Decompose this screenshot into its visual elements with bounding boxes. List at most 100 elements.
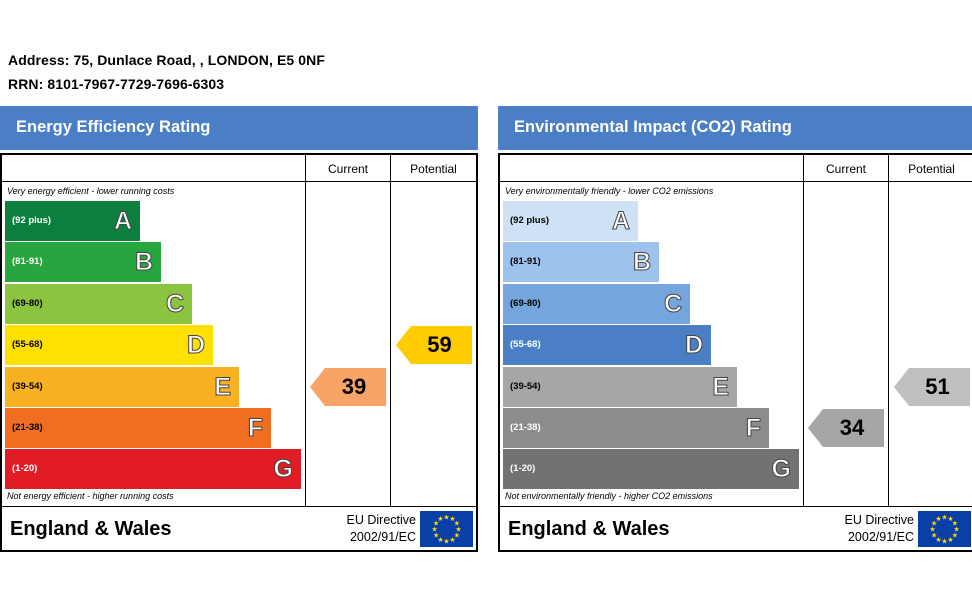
svg-text:★: ★ — [931, 532, 937, 540]
band-letter: G — [273, 455, 293, 484]
footer-region-label: England & Wales — [10, 518, 172, 540]
band-range-label: (69-80) — [12, 297, 43, 309]
band-range-label: (1-20) — [12, 463, 38, 475]
band-range-label: (21-38) — [12, 422, 43, 433]
rating-frame: Current Potential Very environmentally fri… — [498, 153, 972, 552]
band-letter: C — [663, 289, 682, 318]
current-column-divider — [305, 155, 306, 507]
band-range-label: (1-20) — [510, 463, 536, 475]
band-letter: A — [611, 207, 630, 236]
potential-column-header: Potential — [908, 162, 955, 176]
current-rating-arrow-shape — [808, 409, 884, 447]
rating-band-c: (69-80) C — [503, 283, 690, 324]
potential-column-divider — [390, 155, 391, 507]
environmental-impact-panel: Environmental Impact (CO2) Rating Current… — [498, 106, 972, 554]
rating-band-f: (21-38) F — [5, 408, 271, 448]
svg-text:★: ★ — [454, 532, 460, 540]
rating-band-f: (21-38) F — [503, 408, 769, 448]
rating-band-a: (92 plus) A — [5, 201, 140, 241]
band-range-label: (55-68) — [12, 339, 43, 351]
band-range-label: (81-91) — [12, 256, 43, 268]
top-caption: Very environmentally friendly - lower CO… — [505, 186, 714, 196]
bottom-caption: Not environmentally friendly - higher CO… — [505, 491, 713, 501]
current-rating-arrow: 39 — [310, 367, 386, 406]
svg-text:★: ★ — [433, 532, 439, 540]
potential-rating-arrow: 59 — [395, 326, 472, 365]
current-column-header: Current — [327, 162, 368, 176]
rating-band-d: (55-68) D — [503, 325, 711, 366]
band-letter: E — [214, 372, 232, 401]
rating-band-a: (92 plus) A — [503, 201, 638, 241]
current-rating-arrow: 34 — [808, 409, 884, 447]
svg-text:★: ★ — [929, 526, 935, 534]
svg-text:★: ★ — [449, 536, 455, 544]
eu-directive-number: 2002/91/EC — [349, 530, 416, 544]
svg-text:★: ★ — [455, 526, 461, 534]
svg-text:★: ★ — [443, 538, 449, 546]
current-rating-arrow-value: 39 — [341, 373, 367, 399]
rating-band-e: (39-54) E — [503, 366, 737, 407]
header-row-divider — [500, 181, 972, 182]
address-line: Address: 75, Dunlace Road, , LONDON, E5 … — [8, 52, 326, 68]
band-range-label: (92 plus) — [510, 215, 550, 226]
band-letter: B — [134, 248, 153, 277]
svg-text:★: ★ — [443, 514, 449, 522]
svg-text:★: ★ — [454, 520, 460, 528]
rating-band-g: (1-20) G — [503, 449, 799, 490]
eu-directive-line: EU Directive — [346, 513, 416, 527]
eu-flag-icon: ★ ★ ★ ★ ★ ★ ★ ★ ★ ★ ★ ★ — [420, 511, 473, 547]
svg-text:★: ★ — [935, 515, 941, 523]
current-rating-arrow-shape — [310, 367, 386, 406]
footer-divider — [500, 506, 972, 507]
band-letter: F — [745, 414, 761, 443]
rating-band-e: (39-54) E — [5, 366, 239, 407]
rating-band-b: (81-91) B — [503, 242, 659, 283]
potential-rating-arrow-shape — [395, 326, 472, 365]
band-letter: A — [113, 207, 132, 236]
rating-band-c: (69-80) C — [5, 283, 192, 324]
eu-stars-icon: ★★★★★★★★★ ★ ★★ — [929, 514, 959, 546]
svg-text:★: ★ — [431, 526, 437, 534]
eu-stars-icon: ★★★★★★★★★ ★ ★★ — [431, 514, 461, 546]
eu-directive-label: EU Directive 2002/91/EC — [845, 512, 914, 546]
energy-efficiency-panel: Energy Efficiency Rating Current Potential… — [0, 106, 478, 554]
svg-text:★: ★ — [947, 515, 953, 523]
band-range-label: (39-54) — [510, 380, 541, 392]
svg-text:★: ★ — [952, 520, 958, 528]
band-letter: B — [632, 248, 651, 277]
potential-column-divider — [888, 155, 889, 507]
band-letter: G — [771, 455, 791, 484]
potential-column-header: Potential — [410, 162, 457, 176]
svg-text:★: ★ — [449, 515, 455, 523]
svg-text:★: ★ — [433, 520, 439, 528]
potential-rating-arrow-value: 51 — [925, 373, 950, 399]
svg-text:★: ★ — [947, 536, 953, 544]
rating-band-d: (55-68) D — [5, 325, 213, 366]
eu-flag-icon: ★ ★ ★ ★ ★ ★ ★ ★ ★ ★ ★ ★ — [918, 511, 971, 547]
eu-directive-line: EU Directive — [844, 513, 914, 527]
potential-rating-arrow: 51 — [893, 367, 970, 406]
band-letter: D — [684, 331, 703, 360]
band-letter: C — [165, 289, 184, 318]
band-letter: E — [712, 372, 730, 401]
potential-rating-arrow-shape — [893, 367, 970, 406]
panel-title: Energy Efficiency Rating — [0, 106, 478, 150]
svg-text:★: ★ — [437, 515, 443, 523]
footer-region-label: England & Wales — [508, 518, 670, 540]
band-range-label: (81-91) — [510, 256, 541, 268]
svg-text:★: ★ — [941, 538, 947, 546]
band-range-label: (21-38) — [510, 422, 541, 433]
bottom-caption: Not energy efficient - higher running co… — [7, 491, 174, 501]
svg-text:★: ★ — [437, 536, 443, 544]
band-range-label: (39-54) — [12, 380, 43, 392]
band-letter: F — [247, 414, 263, 443]
band-range-label: (69-80) — [510, 297, 541, 309]
current-rating-arrow-value: 34 — [839, 415, 865, 440]
band-letter: D — [186, 331, 205, 360]
eu-directive-label: EU Directive 2002/91/EC — [347, 512, 416, 546]
header-row-divider — [2, 181, 476, 182]
svg-text:★: ★ — [931, 520, 937, 528]
rating-frame: Current Potential Very energy efficient - … — [0, 153, 478, 552]
band-range-label: (55-68) — [510, 339, 541, 351]
eu-directive-number: 2002/91/EC — [847, 530, 914, 544]
